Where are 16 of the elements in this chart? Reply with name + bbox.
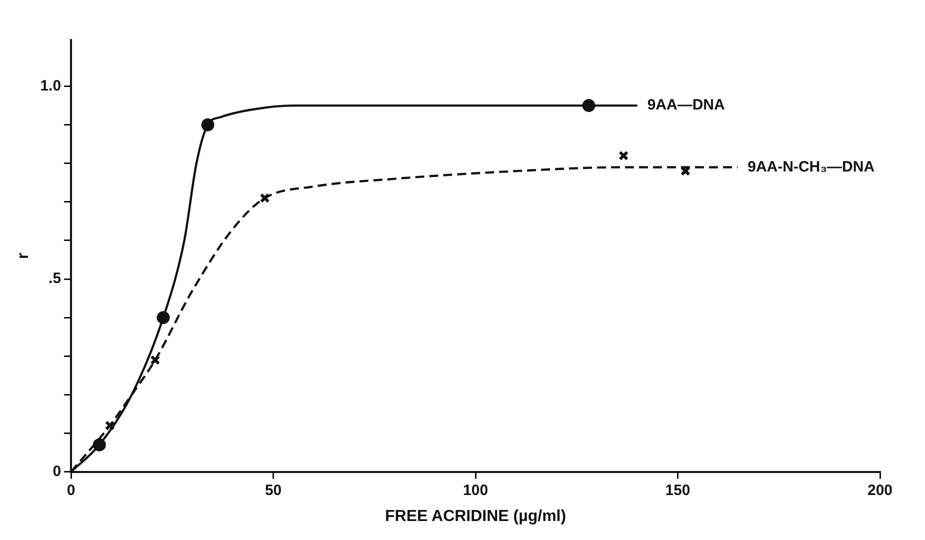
point — [618, 150, 629, 161]
x-tick-label: 0 — [66, 482, 76, 499]
y-tick-label: 1.0 — [40, 77, 62, 94]
point — [260, 193, 270, 204]
point — [104, 420, 115, 431]
x-tick-label: 100 — [463, 482, 488, 499]
x-tick-label: 50 — [264, 482, 282, 499]
x-tick-label: 200 — [867, 482, 893, 499]
point — [150, 354, 160, 366]
y-tick-label: 0 — [52, 462, 62, 480]
series-label: 9AA-N-CH₃—DNA — [748, 158, 875, 176]
x-tick-label: 150 — [665, 482, 690, 499]
y-axis-title: r — [15, 252, 32, 260]
y-tick-label: .5 — [48, 270, 62, 288]
x-axis-title: FREE ACRIDINE (µg/ml) — [384, 508, 566, 525]
series-label: 9AA—DNA — [647, 96, 725, 114]
